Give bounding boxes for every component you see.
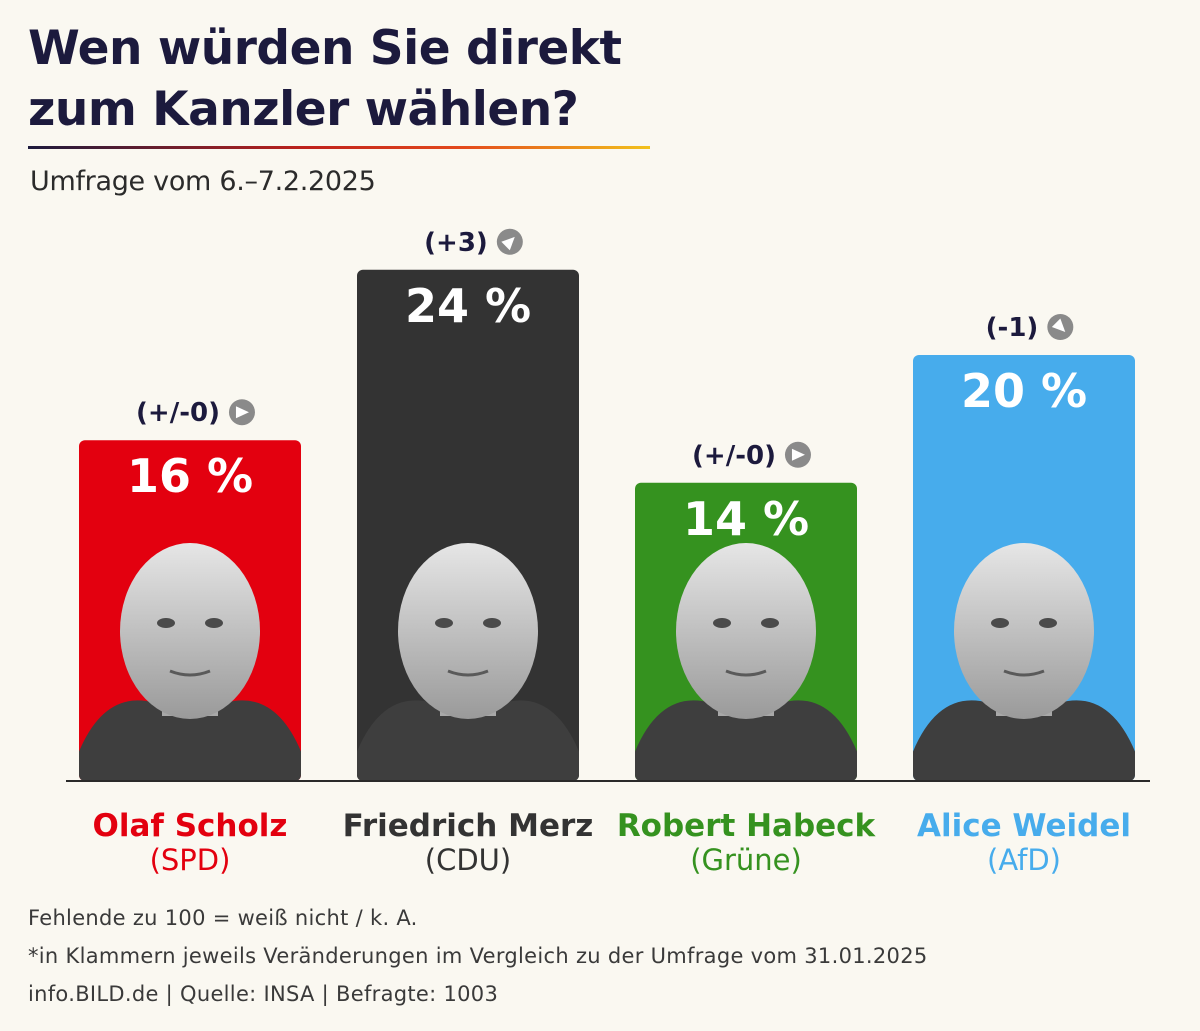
friedrich-merz-portrait [357,543,579,781]
candidate-name-robert-habeck: Robert Habeck [617,808,877,844]
footnote-changes: *in Klammern jeweils Veränderungen im Ve… [28,944,928,968]
value-label-olaf-scholz: 16 % [127,449,253,503]
chart-title-line-1: Wen würden Sie direkt [28,21,622,76]
party-label-robert-habeck: (Grüne) [690,843,802,877]
candidate-name-olaf-scholz: Olaf Scholz [93,808,288,844]
party-label-friedrich-merz: (CDU) [425,843,511,877]
footnote-missing: Fehlende zu 100 = weiß nicht / k. A. [28,906,418,930]
chart-title: Wen würden Sie direkt zum Kanzler wählen… [28,18,622,140]
chart-title-line-2: zum Kanzler wählen? [28,82,579,137]
value-label-robert-habeck: 14 % [683,492,809,546]
value-label-alice-weidel: 20 % [961,364,1087,418]
change-label-alice-weidel: (-1) [986,313,1039,343]
trend-down-icon [1047,314,1074,340]
chart-subtitle: Umfrage vom 6.–7.2.2025 [30,166,376,197]
party-label-olaf-scholz: (SPD) [150,843,231,877]
trend-up-icon [496,228,523,255]
value-label-friedrich-merz: 24 % [405,279,531,333]
change-label-friedrich-merz: (+3) [424,228,488,258]
party-label-alice-weidel: (AfD) [987,843,1061,877]
robert-habeck-portrait [635,543,857,781]
olaf-scholz-portrait [79,543,301,781]
candidate-name-friedrich-merz: Friedrich Merz [343,808,594,844]
candidate-name-alice-weidel: Alice Weidel [917,808,1131,844]
change-label-robert-habeck: (+/-0) [692,441,776,471]
trend-flat-icon [228,399,255,426]
footnote-source: info.BILD.de | Quelle: INSA | Befragte: … [28,982,499,1006]
change-label-olaf-scholz: (+/-0) [136,398,220,428]
alice-weidel-portrait [913,543,1135,781]
trend-flat-icon [784,441,811,468]
title-underline [28,146,650,149]
